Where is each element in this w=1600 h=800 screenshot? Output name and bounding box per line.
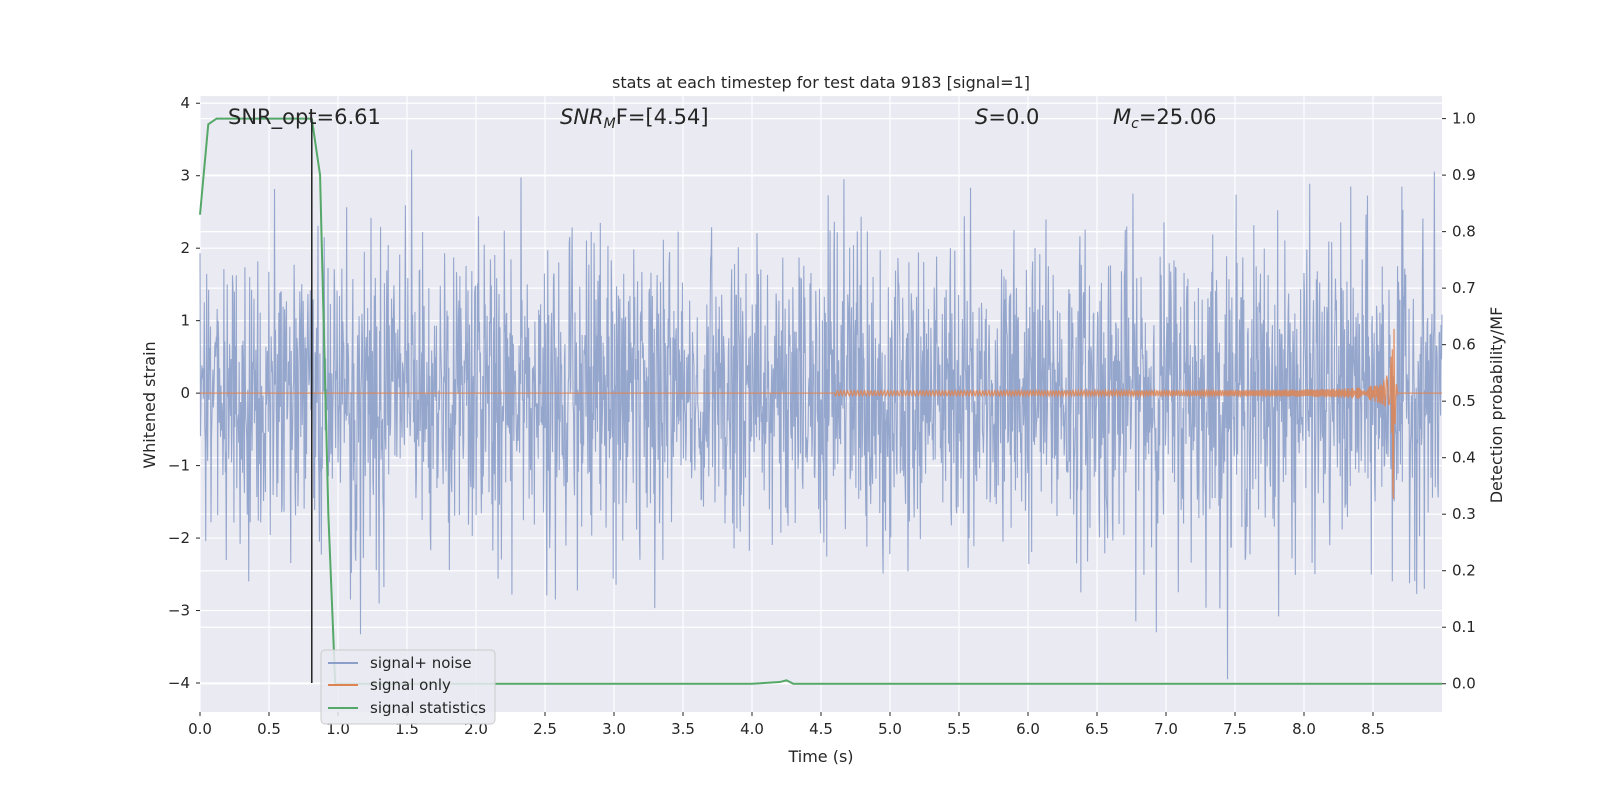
x-tick-label: 2.5 [533,720,557,738]
y2-tick-label: 0.5 [1452,392,1476,410]
x-tick-label: 4.5 [809,720,833,738]
y2-tick-label: 0.3 [1452,505,1476,523]
annotation-snr-opt: SNR_opt=6.61 [228,105,381,130]
annotation-s: S=0.0 [975,105,1039,129]
y2-tick-label: 0.6 [1452,336,1476,354]
legend: signal+ noise signal only signal statist… [320,649,496,725]
x-tick-label: 5.0 [878,720,902,738]
y2-tick-label: 0.9 [1452,166,1476,184]
x-tick-label: 4.0 [740,720,764,738]
x-tick-label: 5.5 [947,720,971,738]
x-tick-label: 0.5 [257,720,281,738]
y-tick-label: 4 [180,94,190,112]
y-axis-title: Whitened strain [140,341,159,468]
x-tick-label: 7.0 [1154,720,1178,738]
y2-tick-label: 1.0 [1452,110,1476,128]
y-tick-label: −1 [168,457,190,475]
y2-tick-label: 0.7 [1452,279,1476,297]
x-tick-label: 6.0 [1016,720,1040,738]
chart-title: stats at each timestep for test data 918… [612,73,1030,92]
y-axis-ticks: −4 −3 −2 −1 0 1 2 3 4 [168,94,200,692]
y-tick-label: 0 [180,384,190,402]
series-signal-only [200,328,1442,500]
x-tick-label: 3.5 [671,720,695,738]
annotation-snr-mf: SNRMF=[4.54] [560,105,709,132]
y2-axis-title: Detection probability/MF [1487,307,1506,504]
y-tick-label: 3 [180,167,190,185]
y2-tick-label: 0.8 [1452,223,1476,241]
y2-tick-label: 0.2 [1452,562,1476,580]
legend-label-noise: signal+ noise [370,654,472,672]
y2-axis-ticks: 0.0 0.1 0.2 0.3 0.4 0.5 0.6 0.7 0.8 0.9 1.0 [1442,110,1476,693]
y2-tick-label: 0.0 [1452,675,1476,693]
y-tick-label: 1 [180,312,190,330]
legend-label-signal: signal only [370,676,451,694]
x-tick-label: 0.0 [188,720,212,738]
y-tick-label: −2 [168,529,190,547]
y2-tick-label: 0.4 [1452,449,1476,467]
series-noise-line [199,149,1443,680]
annotation-mc: Mc=25.06 [1113,105,1217,132]
x-tick-label: 7.5 [1223,720,1247,738]
y-tick-label: −3 [168,602,190,620]
y-tick-label: −4 [168,674,190,692]
x-axis-ticks: 0.0 0.5 1.0 1.5 2.0 2.5 3.0 3.5 4.0 4.5 5.0 5.5 6.0 6… [188,712,1385,738]
x-tick-label: 8.5 [1361,720,1385,738]
x-tick-label: 8.0 [1292,720,1316,738]
legend-label-stats: signal statistics [370,699,486,717]
x-tick-label: 6.5 [1085,720,1109,738]
y2-tick-label: 0.1 [1452,618,1476,636]
legend-box [320,649,496,725]
series-signal-plus-noise [199,149,1443,680]
series-signal-line [200,328,1442,500]
y-tick-label: 2 [180,239,190,257]
x-tick-label: 3.0 [602,720,626,738]
x-axis-title: Time (s) [787,747,853,766]
